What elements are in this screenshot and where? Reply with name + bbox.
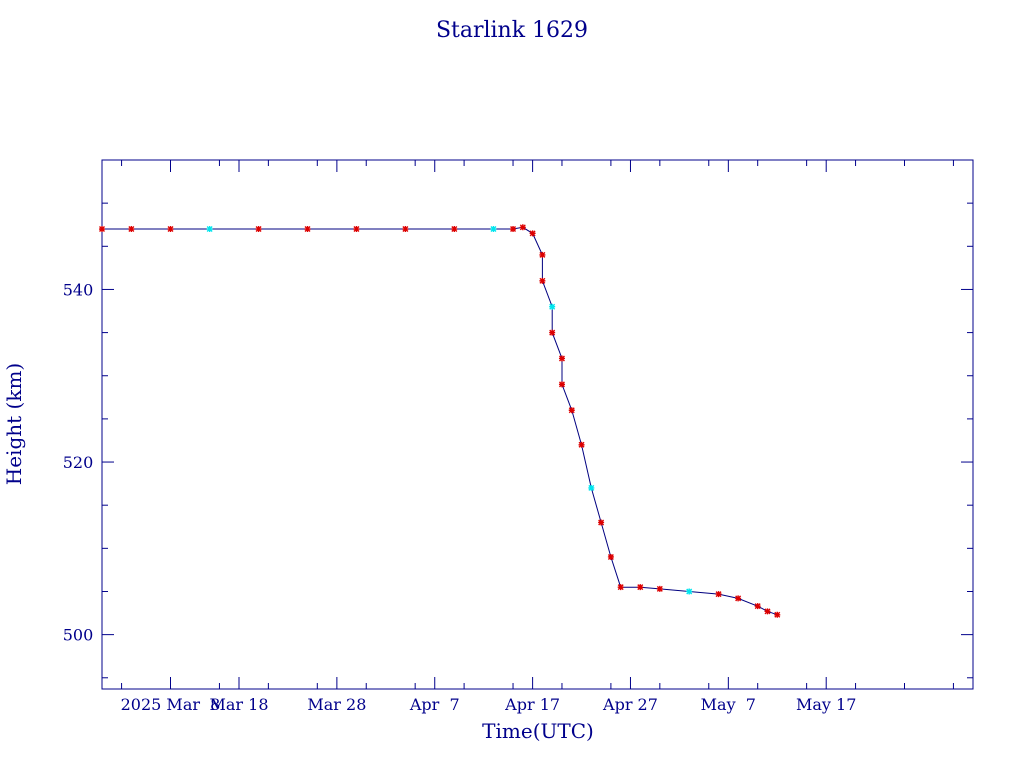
x-tick-label: May 7 — [701, 695, 756, 714]
data-point — [539, 277, 546, 284]
x-tick-label: 2025 Mar 8 — [121, 695, 221, 714]
chart-title: Starlink 1629 — [436, 18, 588, 43]
data-point — [490, 226, 497, 233]
data-point — [598, 519, 605, 526]
data-point — [255, 226, 262, 233]
x-tick-label: Apr 27 — [602, 695, 658, 714]
data-point — [539, 251, 546, 258]
data-point — [637, 584, 644, 591]
data-point — [353, 226, 360, 233]
y-tick-label: 520 — [63, 453, 94, 472]
y-axis-title: Height (km) — [2, 363, 26, 485]
data-point — [402, 226, 409, 233]
y-tick-label: 500 — [63, 626, 94, 645]
data-point — [510, 226, 517, 233]
data-point — [206, 226, 213, 233]
data-point — [607, 553, 614, 560]
series-line — [102, 226, 778, 616]
x-tick-label: Apr 17 — [504, 695, 560, 714]
data-point — [754, 603, 761, 610]
x-axis-title: Time(UTC) — [482, 719, 594, 743]
data-point — [99, 226, 105, 233]
data-point — [167, 226, 174, 233]
plot-frame — [101, 159, 974, 690]
data-point — [304, 226, 311, 233]
data-point — [715, 591, 722, 598]
data-point — [549, 303, 556, 310]
data-point — [774, 611, 781, 618]
data-point — [735, 595, 742, 602]
data-point — [549, 329, 556, 336]
x-tick-label: May 17 — [796, 695, 856, 714]
data-point — [578, 441, 585, 448]
data-point — [451, 226, 458, 233]
data-point — [656, 585, 663, 592]
x-tick-label: Mar 28 — [307, 695, 366, 714]
data-point — [558, 355, 565, 362]
data-point — [558, 381, 565, 388]
data-point — [686, 588, 693, 595]
data-point — [617, 584, 624, 591]
data-point — [588, 484, 595, 491]
data-point — [568, 407, 575, 414]
data-point — [764, 608, 771, 615]
data-points — [99, 224, 781, 618]
x-tick-label: Apr 7 — [409, 695, 460, 714]
data-point — [529, 230, 536, 237]
axis-ticks — [102, 159, 973, 689]
data-point — [519, 224, 526, 231]
y-tick-label: 540 — [63, 280, 94, 299]
data-point — [128, 226, 135, 233]
x-tick-label: Mar 18 — [210, 695, 269, 714]
